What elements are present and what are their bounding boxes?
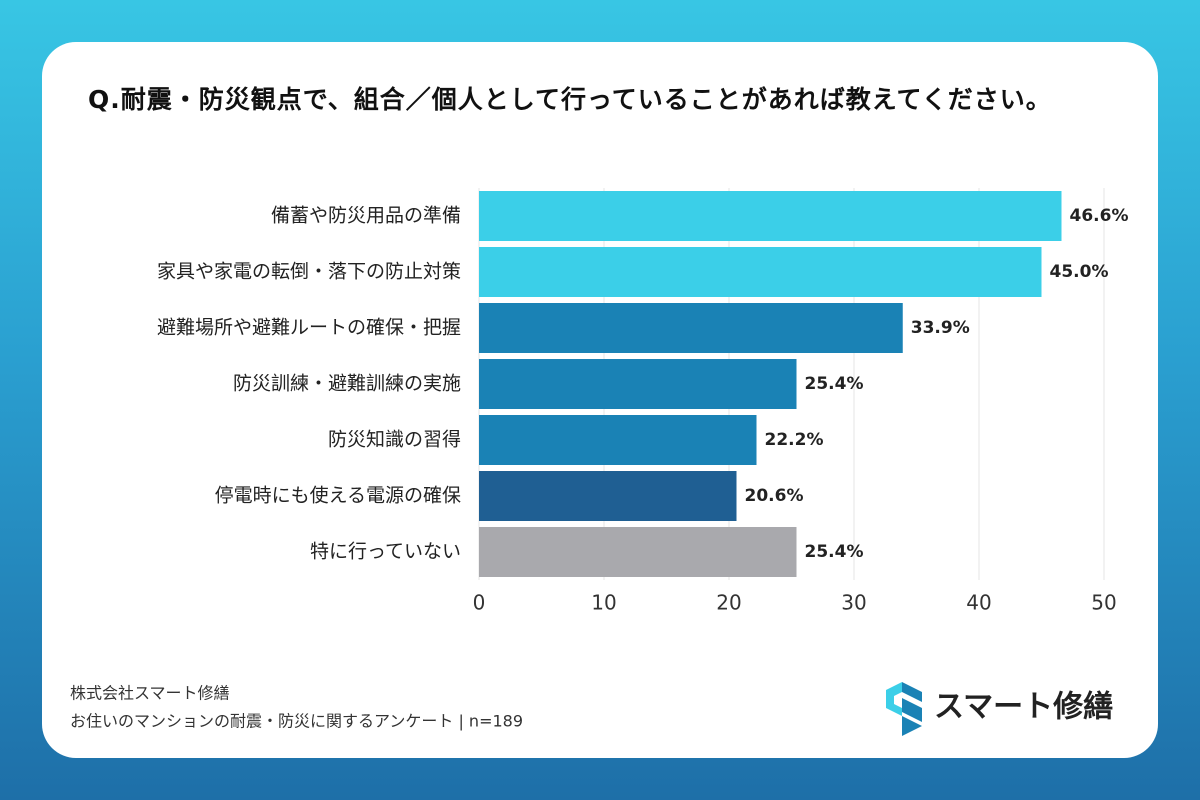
y-tick-label: 避難場所や避難ルートの確保・把握 [157, 317, 461, 339]
y-tick-label: 家具や家電の転倒・落下の防止対策 [157, 261, 461, 283]
bar [479, 471, 737, 521]
footer-text: 株式会社スマート修繕 [70, 684, 230, 703]
value-label: 20.6% [745, 486, 804, 506]
x-tick-label: 20 [716, 591, 741, 615]
bar [479, 415, 757, 465]
logo-text: スマート修繕 [934, 690, 1113, 725]
bar [479, 303, 903, 353]
x-tick-label: 50 [1091, 591, 1116, 615]
value-label: 45.0% [1050, 262, 1109, 282]
x-tick-label: 40 [966, 591, 991, 615]
y-tick-label: 停電時にも使える電源の確保 [215, 485, 461, 507]
logo-icon [886, 682, 902, 716]
footer-text: お住いのマンションの耐震・防災に関するアンケート | n=189 [70, 712, 523, 731]
value-label: 22.2% [765, 430, 824, 450]
logo-icon [902, 682, 922, 736]
y-tick-label: 防災知識の習得 [328, 429, 461, 451]
y-tick-label: 備蓄や防災用品の準備 [271, 205, 461, 227]
y-tick-label: 防災訓練・避難訓練の実施 [233, 373, 461, 395]
x-tick-label: 10 [591, 591, 616, 615]
x-tick-label: 30 [841, 591, 866, 615]
value-label: 33.9% [911, 318, 970, 338]
bar [479, 247, 1042, 297]
x-tick-label: 0 [473, 591, 486, 615]
value-label: 25.4% [805, 542, 864, 562]
bar [479, 191, 1062, 241]
chart-title: Q.耐震・防災観点で、組合／個人として行っていることがあれば教えてください。 [88, 85, 1052, 114]
bar [479, 359, 797, 409]
value-label: 25.4% [805, 374, 864, 394]
bar [479, 527, 797, 577]
value-label: 46.6% [1070, 206, 1129, 226]
y-tick-label: 特に行っていない [310, 541, 461, 563]
